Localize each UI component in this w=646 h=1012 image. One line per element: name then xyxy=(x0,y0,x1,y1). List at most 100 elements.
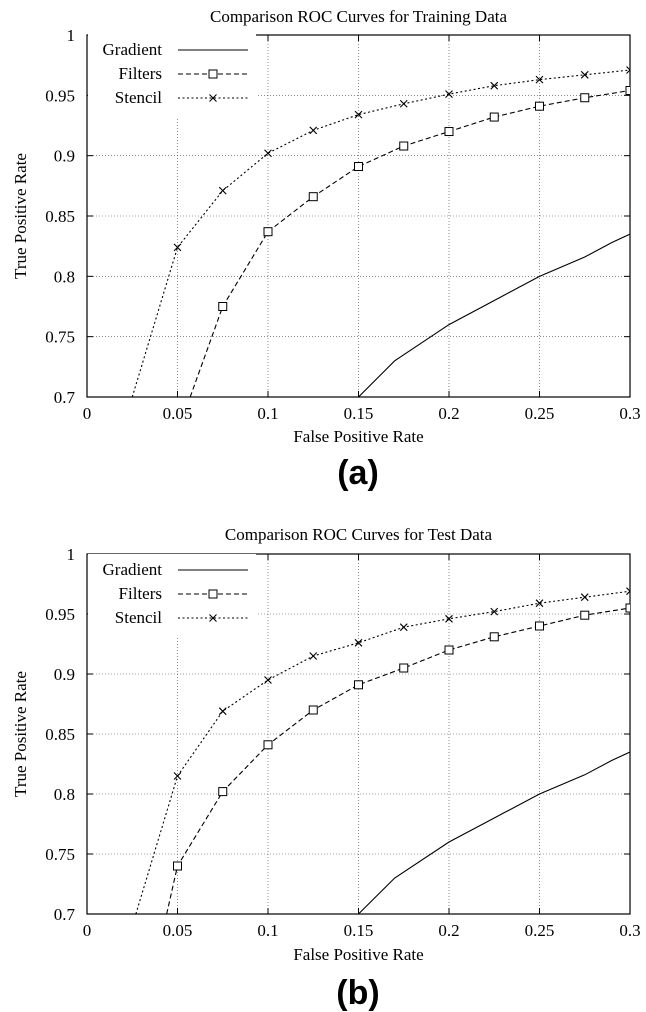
legend-label: Filters xyxy=(119,64,162,83)
data-point-square xyxy=(218,787,228,797)
data-point-x xyxy=(218,707,227,716)
data-point-x xyxy=(173,243,182,252)
y-tick-label: 0.7 xyxy=(54,388,76,407)
data-point-square xyxy=(580,93,590,103)
legend-item-filters: Filters xyxy=(119,64,248,83)
x-tick-label: 0.2 xyxy=(438,921,459,940)
legend-marker-square xyxy=(208,589,218,599)
axes: 0 0.05 0.1 0.15 0.2 0.25 0.3 0.7 0.75 0.8 0.85 0.9 0… xyxy=(45,545,640,940)
data-point-square xyxy=(399,663,409,673)
data-point-square xyxy=(535,621,544,631)
series-gradient xyxy=(358,233,630,397)
series-line xyxy=(135,590,630,914)
legend-background xyxy=(88,34,256,118)
legend: Gradient Filters Stencil xyxy=(88,554,256,638)
y-tick-label: 0.85 xyxy=(45,207,75,226)
data-point-x xyxy=(535,75,544,84)
x-tick-label: 0.25 xyxy=(525,404,555,423)
x-tick-label: 0.3 xyxy=(619,404,640,423)
data-point-square xyxy=(625,603,630,613)
data-point-square xyxy=(580,610,590,620)
data-point-x xyxy=(535,599,544,608)
y-tick-label: 0.85 xyxy=(45,725,75,744)
x-tick-label: 0.1 xyxy=(257,921,278,940)
data-point-x xyxy=(399,99,408,108)
series-line xyxy=(358,233,630,397)
data-point-square xyxy=(354,680,363,690)
data-point-x xyxy=(445,90,453,99)
data-point-x xyxy=(354,638,363,647)
y-tick-label: 0.9 xyxy=(54,665,75,684)
x-tick-label: 0.05 xyxy=(163,404,193,423)
series-line xyxy=(166,607,630,914)
data-point-x xyxy=(218,186,227,195)
data-point-square xyxy=(308,705,318,715)
data-point-x xyxy=(264,149,272,158)
legend-marker-square xyxy=(208,69,218,79)
data-point-x xyxy=(173,772,182,780)
data-point-square xyxy=(308,192,318,202)
series-layer xyxy=(131,66,630,397)
data-point-x xyxy=(490,607,499,616)
y-tick-label: 0.75 xyxy=(45,845,75,864)
y-tick-label: 0.75 xyxy=(45,328,75,347)
legend-item-gradient: Gradient xyxy=(103,560,248,579)
legend-label: Gradient xyxy=(103,40,163,59)
legend-label: Gradient xyxy=(103,560,163,579)
data-point-x xyxy=(309,652,318,660)
data-point-x xyxy=(309,126,318,135)
series-filters xyxy=(189,86,630,397)
y-tick-label: 0.95 xyxy=(45,605,75,624)
data-point-square xyxy=(173,861,182,871)
series-line xyxy=(358,751,630,914)
data-point-x xyxy=(399,623,408,632)
data-point-square xyxy=(489,632,499,642)
data-point-square xyxy=(263,227,273,237)
legend-marker-x xyxy=(209,614,217,622)
data-point-x xyxy=(490,81,499,90)
x-axis-label: False Positive Rate xyxy=(293,945,423,964)
x-tick-label: 0.3 xyxy=(619,921,640,940)
x-axis-label: False Positive Rate xyxy=(293,427,423,446)
chart-title: Comparison ROC Curves for Training Data xyxy=(210,7,507,26)
x-tick-label: 0.15 xyxy=(344,921,374,940)
legend-item-gradient: Gradient xyxy=(103,40,248,59)
legend-item-stencil: Stencil xyxy=(115,608,248,627)
y-tick-label: 0.9 xyxy=(54,147,75,166)
data-point-square xyxy=(625,86,630,96)
legend-marker-x xyxy=(209,94,217,102)
data-point-x xyxy=(354,110,363,119)
chart-panel-a: 0 0.05 0.1 0.15 0.2 0.25 0.3 0.7 0.75 0.8 0.85 0.9 0… xyxy=(11,7,641,492)
data-point-square xyxy=(354,162,363,172)
chart-panel-b: 0 0.05 0.1 0.15 0.2 0.25 0.3 0.7 0.75 0.8 0.85 0.9 0… xyxy=(11,525,641,1012)
data-point-square xyxy=(263,740,273,750)
series-layer xyxy=(135,587,630,914)
legend-item-filters: Filters xyxy=(119,584,248,603)
series-stencil xyxy=(131,66,630,397)
data-point-x xyxy=(626,66,630,74)
chart-title: Comparison ROC Curves for Test Data xyxy=(225,525,493,544)
y-tick-label: 0.95 xyxy=(45,86,75,105)
y-axis-label: True Positive Rate xyxy=(11,153,30,279)
x-tick-label: 0.1 xyxy=(257,404,278,423)
data-point-square xyxy=(489,112,499,122)
series-line xyxy=(131,69,630,397)
legend-label: Stencil xyxy=(115,88,162,107)
axes: 0 0.05 0.1 0.15 0.2 0.25 0.3 0.7 0.75 0.8 0.85 0.9 0… xyxy=(45,26,640,423)
y-axis-label: True Positive Rate xyxy=(11,671,30,797)
y-tick-label: 0.8 xyxy=(54,267,75,286)
series-filters xyxy=(166,603,630,914)
legend-background xyxy=(88,554,256,638)
legend: Gradient Filters Stencil xyxy=(88,34,256,118)
series-stencil xyxy=(135,587,630,914)
legend-label: Stencil xyxy=(115,608,162,627)
data-point-x xyxy=(626,587,630,596)
y-tick-label: 0.7 xyxy=(54,905,76,924)
y-tick-label: 0.8 xyxy=(54,785,75,804)
data-point-square xyxy=(444,645,454,655)
data-point-square xyxy=(535,101,544,111)
data-point-x xyxy=(264,676,272,684)
x-tick-label: 0 xyxy=(83,921,92,940)
data-point-x xyxy=(580,593,589,602)
